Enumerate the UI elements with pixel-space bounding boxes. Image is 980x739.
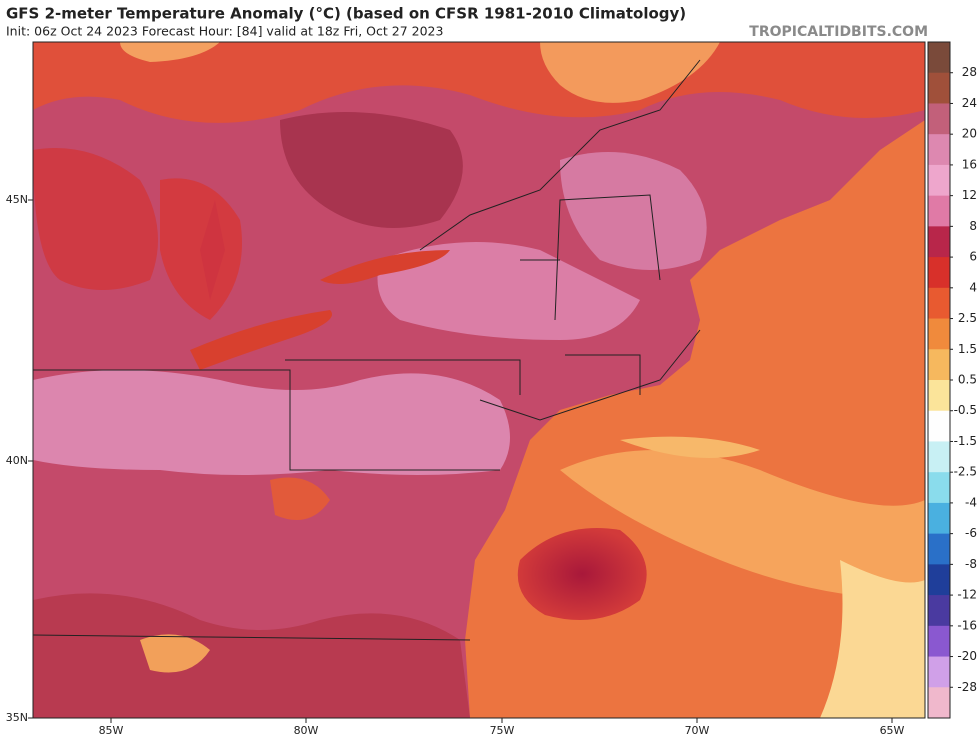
colorbar-label: -4 bbox=[965, 495, 977, 509]
colorbar-label: 24 bbox=[962, 96, 977, 110]
colorbar-block bbox=[928, 656, 950, 688]
colorbar-label: 6 bbox=[969, 250, 977, 264]
colorbar-label: -2.5 bbox=[954, 465, 977, 479]
lon-label: 80W bbox=[294, 724, 319, 737]
colorbar-block bbox=[928, 533, 950, 565]
colorbar-block bbox=[928, 195, 950, 227]
colorbar-block bbox=[928, 103, 950, 135]
colorbar-label: -20 bbox=[957, 649, 977, 663]
colorbar-label: -16 bbox=[957, 618, 977, 632]
colorbar-block bbox=[928, 502, 950, 535]
colorbar-block bbox=[928, 472, 950, 504]
lon-label: 85W bbox=[99, 724, 124, 737]
colorbar-block bbox=[928, 257, 950, 289]
colorbar-label: 0.5 bbox=[958, 373, 977, 387]
colorbar-block bbox=[928, 72, 950, 104]
lon-label: 65W bbox=[880, 724, 905, 737]
colorbar-block bbox=[928, 687, 950, 719]
colorbar-label: 16 bbox=[962, 157, 977, 171]
colorbar-block bbox=[928, 625, 950, 658]
colorbar-label: -0.5 bbox=[954, 403, 977, 417]
colorbar-label: 1.5 bbox=[958, 342, 977, 356]
colorbar-label: 20 bbox=[962, 127, 977, 141]
colorbar-block bbox=[928, 164, 950, 197]
colorbar-block bbox=[928, 595, 950, 627]
colorbar-block bbox=[928, 564, 950, 596]
colorbar-block bbox=[928, 287, 950, 320]
map bbox=[33, 42, 925, 718]
colorbar-label: -28 bbox=[957, 680, 977, 694]
colorbar-label: -8 bbox=[965, 557, 977, 571]
colorbar-block bbox=[928, 226, 950, 258]
colorbar-block bbox=[928, 380, 950, 412]
lat-label: 45N bbox=[6, 193, 28, 206]
lon-label: 75W bbox=[490, 724, 515, 737]
lon-label: 70W bbox=[685, 724, 710, 737]
colorbar-block bbox=[928, 441, 950, 473]
colorbar-block bbox=[928, 349, 950, 381]
map-frame bbox=[32, 41, 926, 719]
lat-label: 40N bbox=[6, 454, 28, 467]
subtitle: Init: 06z Oct 24 2023 Forecast Hour: [84… bbox=[6, 24, 443, 39]
colorbar-block bbox=[928, 318, 950, 350]
watermark: TROPICALTIDBITS.COM bbox=[749, 24, 928, 40]
colorbar-label: 8 bbox=[969, 219, 977, 233]
colorbar-label: -1.5 bbox=[954, 434, 977, 448]
lat-label: 35N bbox=[6, 711, 28, 724]
title: GFS 2-meter Temperature Anomaly (°C) (ba… bbox=[6, 5, 686, 23]
colorbar-label: 12 bbox=[962, 188, 977, 202]
colorbar-label: -6 bbox=[965, 526, 977, 540]
colorbar-block bbox=[928, 42, 950, 74]
colorbar-label: 2.5 bbox=[958, 311, 977, 325]
colorbar-block bbox=[928, 134, 950, 166]
colorbar-label: 4 bbox=[969, 280, 977, 294]
colorbar-label: -12 bbox=[957, 588, 977, 602]
colorbar-block bbox=[928, 410, 950, 442]
colorbar-label: 28 bbox=[962, 65, 977, 79]
